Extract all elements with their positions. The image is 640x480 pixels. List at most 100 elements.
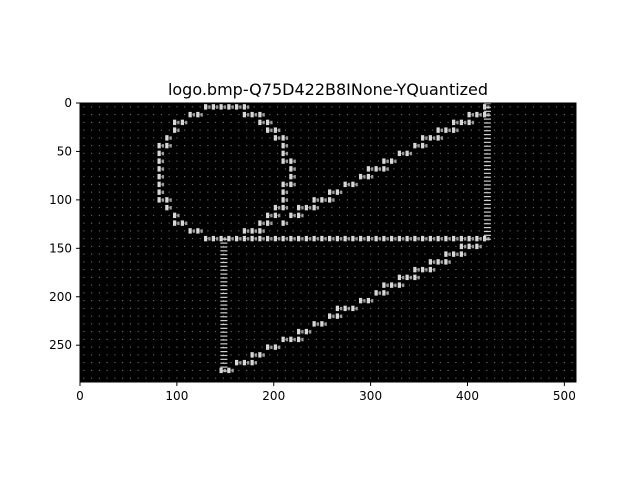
grid-dot xyxy=(556,176,558,178)
grid-dot xyxy=(509,253,511,255)
grid-dot xyxy=(191,191,193,193)
grid-dot xyxy=(339,323,341,325)
grid-dot xyxy=(563,160,565,162)
pixel-block xyxy=(366,297,371,304)
grid-dot xyxy=(377,230,379,232)
grid-dot xyxy=(246,106,248,108)
grid-dot xyxy=(176,238,178,240)
grid-dot xyxy=(308,269,310,271)
pixel-block xyxy=(266,344,270,350)
grid-dot xyxy=(463,238,465,240)
grid-dot xyxy=(408,362,410,364)
grid-dot xyxy=(556,245,558,247)
grid-dot xyxy=(424,331,426,333)
grid-dot xyxy=(230,269,232,271)
grid-dot xyxy=(509,183,511,185)
grid-dot xyxy=(98,199,100,201)
pixel-block xyxy=(413,274,417,281)
grid-dot xyxy=(401,323,403,325)
grid-dot xyxy=(370,284,372,286)
vertical-stroke xyxy=(220,261,228,264)
grid-dot xyxy=(370,369,372,371)
grid-dot xyxy=(447,315,449,317)
pixel-block xyxy=(359,173,363,180)
grid-dot xyxy=(370,346,372,348)
grid-dot xyxy=(114,292,116,294)
grid-dot xyxy=(548,276,550,278)
pixel-block xyxy=(382,290,386,296)
grid-dot xyxy=(91,269,93,271)
grid-dot xyxy=(308,238,310,240)
grid-dot xyxy=(91,214,93,216)
grid-dot xyxy=(160,307,162,309)
grid-dot xyxy=(331,269,333,271)
pixel-block-shade xyxy=(169,198,172,202)
grid-dot xyxy=(160,245,162,247)
grid-dot xyxy=(424,307,426,309)
grid-dot xyxy=(463,331,465,333)
grid-dot xyxy=(463,145,465,147)
pixel-block-shade xyxy=(433,260,436,264)
grid-dot xyxy=(207,315,209,317)
grid-dot xyxy=(253,323,255,325)
grid-dot xyxy=(501,284,503,286)
grid-dot xyxy=(323,300,325,302)
grid-dot xyxy=(176,300,178,302)
grid-dot xyxy=(354,354,356,356)
grid-dot xyxy=(563,331,565,333)
grid-dot xyxy=(308,176,310,178)
grid-dot xyxy=(432,222,434,224)
grid-dot xyxy=(401,354,403,356)
grid-dot xyxy=(292,284,294,286)
grid-dot xyxy=(331,160,333,162)
grid-dot xyxy=(269,168,271,170)
grid-dot xyxy=(222,207,224,209)
pixel-block xyxy=(359,235,363,242)
grid-dot xyxy=(153,129,155,131)
pixel-block xyxy=(219,104,223,110)
grid-dot xyxy=(145,106,147,108)
grid-dot xyxy=(548,145,550,147)
grid-dot xyxy=(292,346,294,348)
grid-dot xyxy=(300,137,302,139)
grid-dot xyxy=(416,230,418,232)
grid-dot xyxy=(432,331,434,333)
pixel-block-shade xyxy=(278,206,281,210)
grid-dot xyxy=(393,307,395,309)
grid-dot xyxy=(424,160,426,162)
pixel-block xyxy=(359,297,363,304)
grid-dot xyxy=(176,106,178,108)
grid-dot xyxy=(354,369,356,371)
pixel-block-shade xyxy=(355,237,358,241)
grid-dot xyxy=(377,207,379,209)
pixel-block-shade xyxy=(254,229,258,233)
grid-dot xyxy=(246,121,248,123)
grid-dot xyxy=(230,323,232,325)
pixel-block-shade xyxy=(417,268,420,272)
grid-dot xyxy=(346,168,348,170)
grid-dot xyxy=(432,183,434,185)
grid-dot xyxy=(184,369,186,371)
grid-dot xyxy=(540,160,542,162)
grid-dot xyxy=(238,284,240,286)
grid-dot xyxy=(284,331,286,333)
grid-dot xyxy=(370,207,372,209)
grid-dot xyxy=(447,121,449,123)
grid-dot xyxy=(424,238,426,240)
pixel-block xyxy=(397,150,402,157)
grid-dot xyxy=(571,137,573,139)
grid-dot xyxy=(525,207,527,209)
grid-dot xyxy=(292,230,294,232)
grid-dot xyxy=(548,160,550,162)
grid-dot xyxy=(153,369,155,371)
grid-dot xyxy=(370,315,372,317)
grid-dot xyxy=(571,292,573,294)
grid-dot xyxy=(439,253,441,255)
grid-dot xyxy=(439,168,441,170)
grid-dot xyxy=(385,362,387,364)
vertical-stroke xyxy=(483,199,491,202)
grid-dot xyxy=(362,191,364,193)
grid-dot xyxy=(408,137,410,139)
pixel-block-shade xyxy=(270,221,273,226)
grid-dot xyxy=(556,222,558,224)
